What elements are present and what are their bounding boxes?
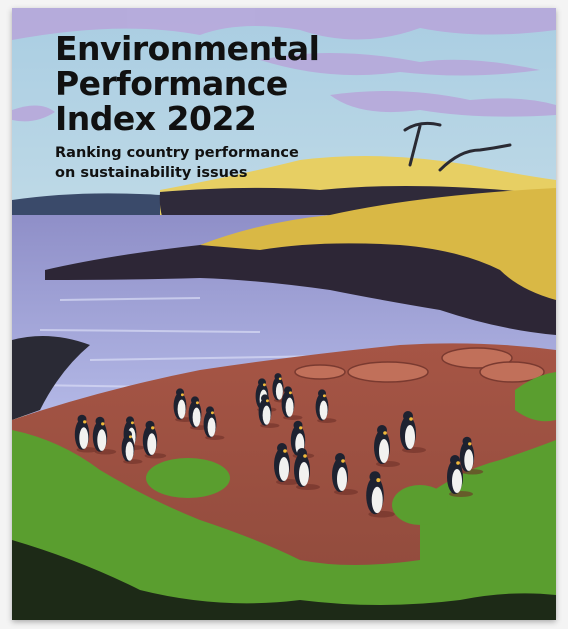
penguin-patch (456, 461, 460, 465)
penguin-belly (337, 467, 347, 491)
left-rock (12, 336, 90, 420)
penguin (400, 411, 426, 453)
foreground-shadow (12, 540, 556, 620)
penguin-belly (97, 429, 107, 451)
illustration (12, 8, 556, 620)
penguin (142, 420, 167, 459)
penguin (294, 448, 320, 490)
penguin-belly (147, 433, 157, 455)
clouds (12, 8, 556, 122)
penguin-patch (180, 393, 184, 397)
penguin-patch (262, 383, 266, 387)
penguin-belly (279, 457, 289, 481)
penguin-patch (210, 411, 214, 415)
penguin-belly (464, 449, 474, 471)
penguin-patch (83, 420, 87, 424)
penguin-patch (303, 454, 307, 458)
penguin (374, 425, 400, 467)
penguin-patch (376, 478, 381, 483)
penguin (121, 430, 143, 464)
penguin-patch (468, 442, 472, 446)
penguins (74, 373, 484, 518)
penguin-belly (405, 425, 415, 449)
penguin (281, 386, 303, 420)
penguin-belly (125, 441, 134, 461)
penguin (203, 406, 225, 440)
penguin-belly (177, 399, 186, 419)
mid-cliff-grass (200, 188, 556, 300)
penguin-belly (379, 439, 389, 463)
penguin-belly (207, 417, 216, 437)
penguin-belly (262, 405, 271, 425)
penguin-belly (319, 400, 328, 420)
penguin-patch (265, 399, 269, 403)
penguin-belly (275, 382, 283, 400)
penguin-patch (151, 426, 155, 430)
seals (294, 347, 545, 383)
subtitle-line: Ranking country performance (55, 145, 299, 161)
penguin (332, 453, 358, 495)
penguin (74, 414, 99, 453)
penguin-belly (79, 427, 89, 449)
grass (12, 372, 556, 620)
penguin-patch (341, 459, 345, 463)
penguin-patch (383, 431, 387, 435)
penguin (315, 389, 337, 423)
penguin (173, 388, 195, 422)
penguin-patch (288, 391, 292, 395)
penguin-belly (371, 486, 383, 514)
title-line: Index 2022 (55, 99, 256, 138)
penguin (459, 436, 484, 475)
penguin-belly (192, 407, 201, 427)
penguin (274, 443, 300, 485)
birds (403, 121, 512, 172)
penguin-patch (409, 417, 413, 421)
penguin (258, 394, 280, 428)
penguin-patch (195, 401, 199, 405)
penguin-patch (322, 394, 326, 398)
penguin-patch (299, 426, 303, 430)
penguin (447, 455, 473, 497)
penguin-belly (452, 469, 462, 493)
penguin-belly (299, 462, 309, 486)
penguin-patch (128, 435, 132, 439)
penguin-patch (101, 422, 105, 426)
penguin-belly (285, 397, 294, 417)
penguin (366, 471, 395, 518)
penguin-patch (130, 421, 134, 425)
penguin-patch (278, 377, 282, 380)
subtitle-line: on sustainability issues (55, 165, 247, 181)
far-hill (12, 193, 160, 220)
title-line: Environmental (55, 29, 319, 68)
title-line: Performance (55, 64, 288, 103)
penguin-patch (283, 449, 287, 453)
penguin (92, 416, 117, 455)
